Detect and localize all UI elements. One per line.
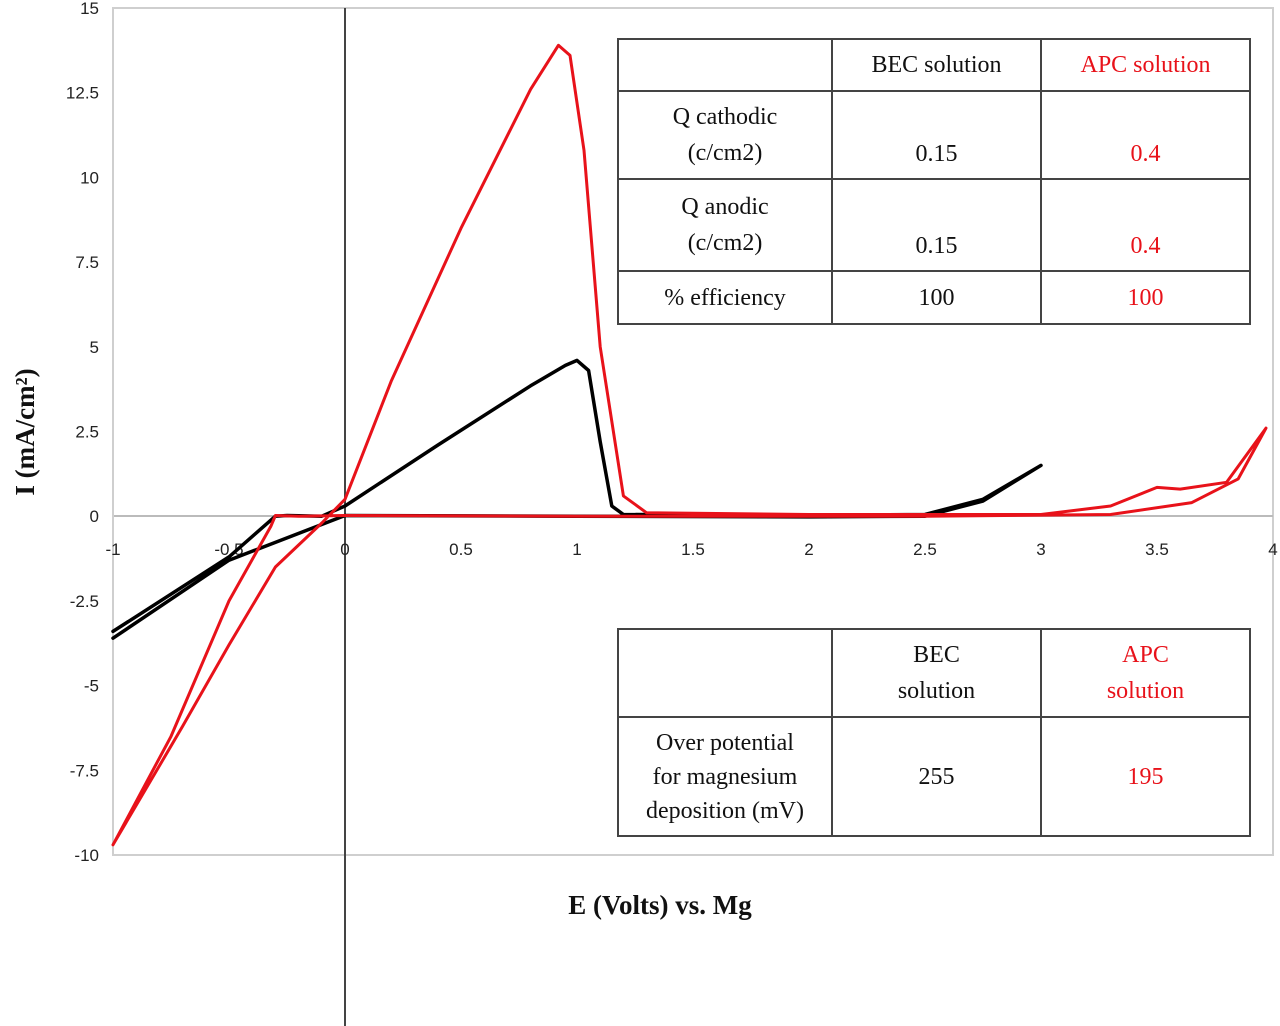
table-row: BEC solution APC solution — [617, 628, 1251, 718]
x-tick-label: -1 — [105, 540, 120, 559]
header-line: BEC — [913, 642, 960, 668]
y-tick-label: 10 — [80, 168, 99, 187]
table-cell-bec: 100 — [831, 270, 1042, 325]
row-label-q-anodic: Q anodic (c/cm2) — [617, 178, 833, 272]
x-tick-label: 0.5 — [449, 540, 473, 559]
table-cell — [617, 38, 833, 92]
table-cell-bec: 255 — [831, 716, 1042, 837]
x-tick-label: 2 — [804, 540, 813, 559]
summary-table-top: BEC solution APC solution Q cathodic (c/… — [617, 38, 1251, 325]
table-header-apc: APC solution — [1040, 628, 1251, 718]
table-row: Over potential for magnesium deposition … — [617, 716, 1251, 837]
row-label-line: deposition (mV) — [646, 797, 804, 824]
x-axis-title: E (Volts) vs. Mg — [568, 890, 752, 920]
table-row: BEC solution APC solution — [617, 38, 1251, 92]
y-tick-label: 2.5 — [75, 423, 99, 442]
table-cell-bec: 0.15 — [831, 90, 1042, 180]
x-tick-label: -0.5 — [214, 540, 243, 559]
y-tick-label: 15 — [80, 0, 99, 18]
table-cell-apc: 0.4 — [1040, 178, 1251, 272]
y-axis-title: I (mA/cm²) — [10, 368, 40, 495]
table-header-bec: BEC solution — [831, 38, 1042, 92]
table-cell-apc: 0.4 — [1040, 90, 1251, 180]
x-tick-label: 3 — [1036, 540, 1045, 559]
series-line-apc — [111, 43, 1268, 847]
y-tick-label: -7.5 — [70, 761, 99, 780]
row-label-line: for magnesium — [652, 763, 798, 790]
row-label-line: Q anodic — [681, 194, 769, 220]
row-label-line: Over potential — [656, 729, 794, 756]
header-line: APC — [1122, 642, 1169, 668]
y-tick-label: -5 — [84, 677, 99, 696]
table-cell-apc: 100 — [1040, 270, 1251, 325]
row-label-line: (c/cm2) — [687, 230, 763, 256]
y-tick-label: 7.5 — [75, 253, 99, 272]
x-tick-label: 4 — [1268, 540, 1277, 559]
y-tick-label: 12.5 — [66, 84, 99, 103]
header-line: solution — [1106, 678, 1185, 704]
x-tick-label: 1.5 — [681, 540, 705, 559]
y-tick-label: -10 — [74, 846, 99, 865]
row-label-q-cathodic: Q cathodic (c/cm2) — [617, 90, 833, 180]
y-tick-label: 5 — [90, 338, 99, 357]
row-label-efficiency: % efficiency — [617, 270, 833, 325]
x-tick-label: 1 — [572, 540, 581, 559]
row-label-overpotential: Over potential for magnesium deposition … — [617, 716, 833, 837]
table-cell-apc: 195 — [1040, 716, 1251, 837]
summary-table-bottom: BEC solution APC solution Over potential… — [617, 628, 1251, 837]
table-row: Q cathodic (c/cm2) 0.15 0.4 — [617, 90, 1251, 180]
y-tick-label: -2.5 — [70, 592, 99, 611]
header-line: solution — [897, 678, 976, 704]
table-cell-bec: 0.15 — [831, 178, 1042, 272]
table-cell — [617, 628, 833, 718]
row-label-line: Q cathodic — [672, 104, 778, 130]
table-row: % efficiency 100 100 — [617, 270, 1251, 325]
row-label-line: (c/cm2) — [687, 140, 763, 166]
table-header-bec: BEC solution — [831, 628, 1042, 718]
y-tick-label: 0 — [90, 507, 99, 526]
table-header-apc: APC solution — [1040, 38, 1251, 92]
x-tick-label: 2.5 — [913, 540, 937, 559]
series-line-bec — [111, 358, 1043, 640]
table-row: Q anodic (c/cm2) 0.15 0.4 — [617, 178, 1251, 272]
x-tick-label: 3.5 — [1145, 540, 1169, 559]
x-tick-label: 0 — [340, 540, 349, 559]
